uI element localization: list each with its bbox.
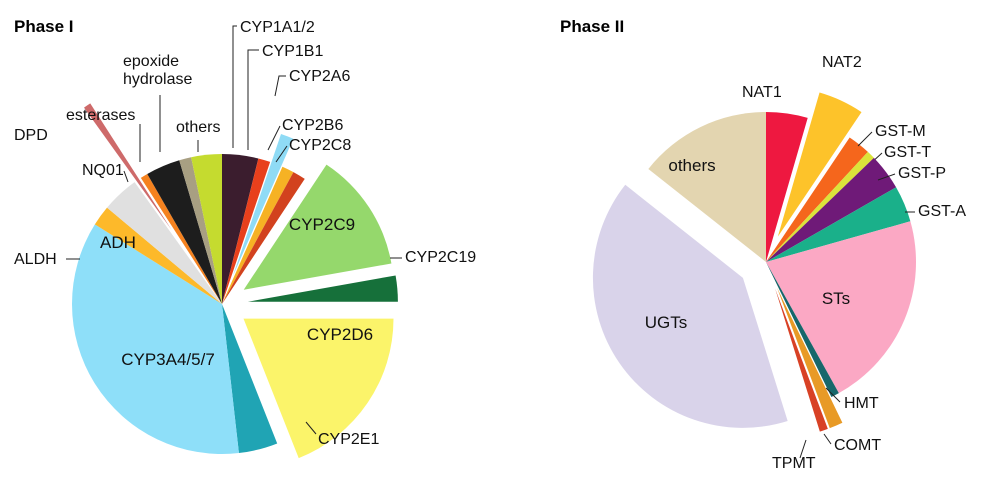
label-nq01: NQ01 [82,162,124,179]
phase-1-pie: CYP1A1/2 CYP1B1 CYP2A6 CYP2B6 CYP2C8 CYP2C9 CY… [14,19,476,459]
leader-cyp1b1 [247,49,259,150]
phase-2-pie: NAT1 NAT2 GST-M GST-T GST-P GST-A STs HMT COMT TP… [592,54,966,472]
slice-cyp2d6 [243,318,394,459]
label-epoxide-hydrolase: epoxide hydrolase [123,53,192,88]
label-cyp2c8: CYP2C8 [289,137,351,154]
slice-cyp1a1-2 [222,154,259,304]
leader-hmt [825,387,841,403]
label-esterases: esterases [66,107,135,124]
leader-cyp2e1 [305,421,317,435]
phase-1-title: Phase I [14,17,74,36]
slice-cyp2c8 [222,172,305,304]
leader-gst-m [857,131,873,147]
label-cyp2d6: CYP2D6 [307,325,373,344]
label-gst-p: GST-P [898,165,946,182]
label-cyp2c9: CYP2C9 [289,215,355,234]
leader-gst-p [877,173,896,181]
label-sts: STs [822,289,850,308]
slice-hmt [766,262,839,398]
label-adh: ADH [100,233,136,252]
slice-gst-a [766,187,911,262]
label-cyp1a1-2: CYP1A1/2 [240,19,315,36]
leader-comt [823,433,832,445]
label-tpmt: TPMT [772,455,816,472]
label-cyp2c19: CYP2C19 [405,249,476,266]
label-ugts: UGTs [645,313,688,332]
slice-cyp2b6 [222,166,294,304]
slice-cyp2c9 [243,164,392,290]
label-cyp1b1: CYP1B1 [262,43,323,60]
leader-cyp2b6 [267,125,281,151]
slice-sts [766,221,916,394]
slice-gst-t [766,151,874,262]
label-gst-m: GST-M [875,123,926,140]
label-nat1: NAT1 [742,84,782,101]
label-cyp2e1: CYP2E1 [318,431,379,448]
label-cyp3a4-5-7: CYP3A4/5/7 [121,350,215,369]
slice-aldh [94,207,222,304]
slice-nq01 [140,173,222,304]
label-others: others [176,119,220,136]
leader-nq01 [123,170,129,183]
leader-cyp1a1-2 [232,25,237,148]
label-hmt: HMT [844,395,879,412]
label-cyp2b6: CYP2B6 [282,117,343,134]
label-cyp2a6: CYP2A6 [289,68,350,85]
leader-cyp2c8 [275,145,288,163]
slice-cyp3a4-5-7 [72,224,239,454]
slice-esterases [147,160,222,304]
slice-gst-p [766,157,897,262]
slice-cyp2a6 [232,133,294,277]
leader-tpmt [799,439,807,459]
phase-2-title: Phase II [560,17,624,36]
label-gst-t: GST-T [884,144,931,161]
label-aldh: ALDH [14,251,57,268]
slice-epoxide-hydrolase [179,157,222,304]
slice-cyp2c19 [247,275,398,302]
slice-others [648,112,766,262]
slice-dpd [84,103,172,230]
slice-cyp1b1 [222,158,271,304]
slice-ugts [592,184,788,428]
slice-others [191,154,222,304]
label-others: others [668,156,715,175]
slice-gst-m [766,137,868,262]
label-nat2: NAT2 [822,54,862,71]
slice-comt [777,287,843,429]
leader-cyp2a6 [274,75,286,97]
label-dpd: DPD [14,127,48,144]
slice-adh [107,182,222,304]
label-comt: COMT [834,437,881,454]
slice-nat2 [777,92,862,237]
label-gst-a: GST-A [918,203,966,220]
slice-nat1 [766,112,808,262]
slice-tpmt [775,288,828,432]
slice-cyp2e1 [222,304,278,454]
